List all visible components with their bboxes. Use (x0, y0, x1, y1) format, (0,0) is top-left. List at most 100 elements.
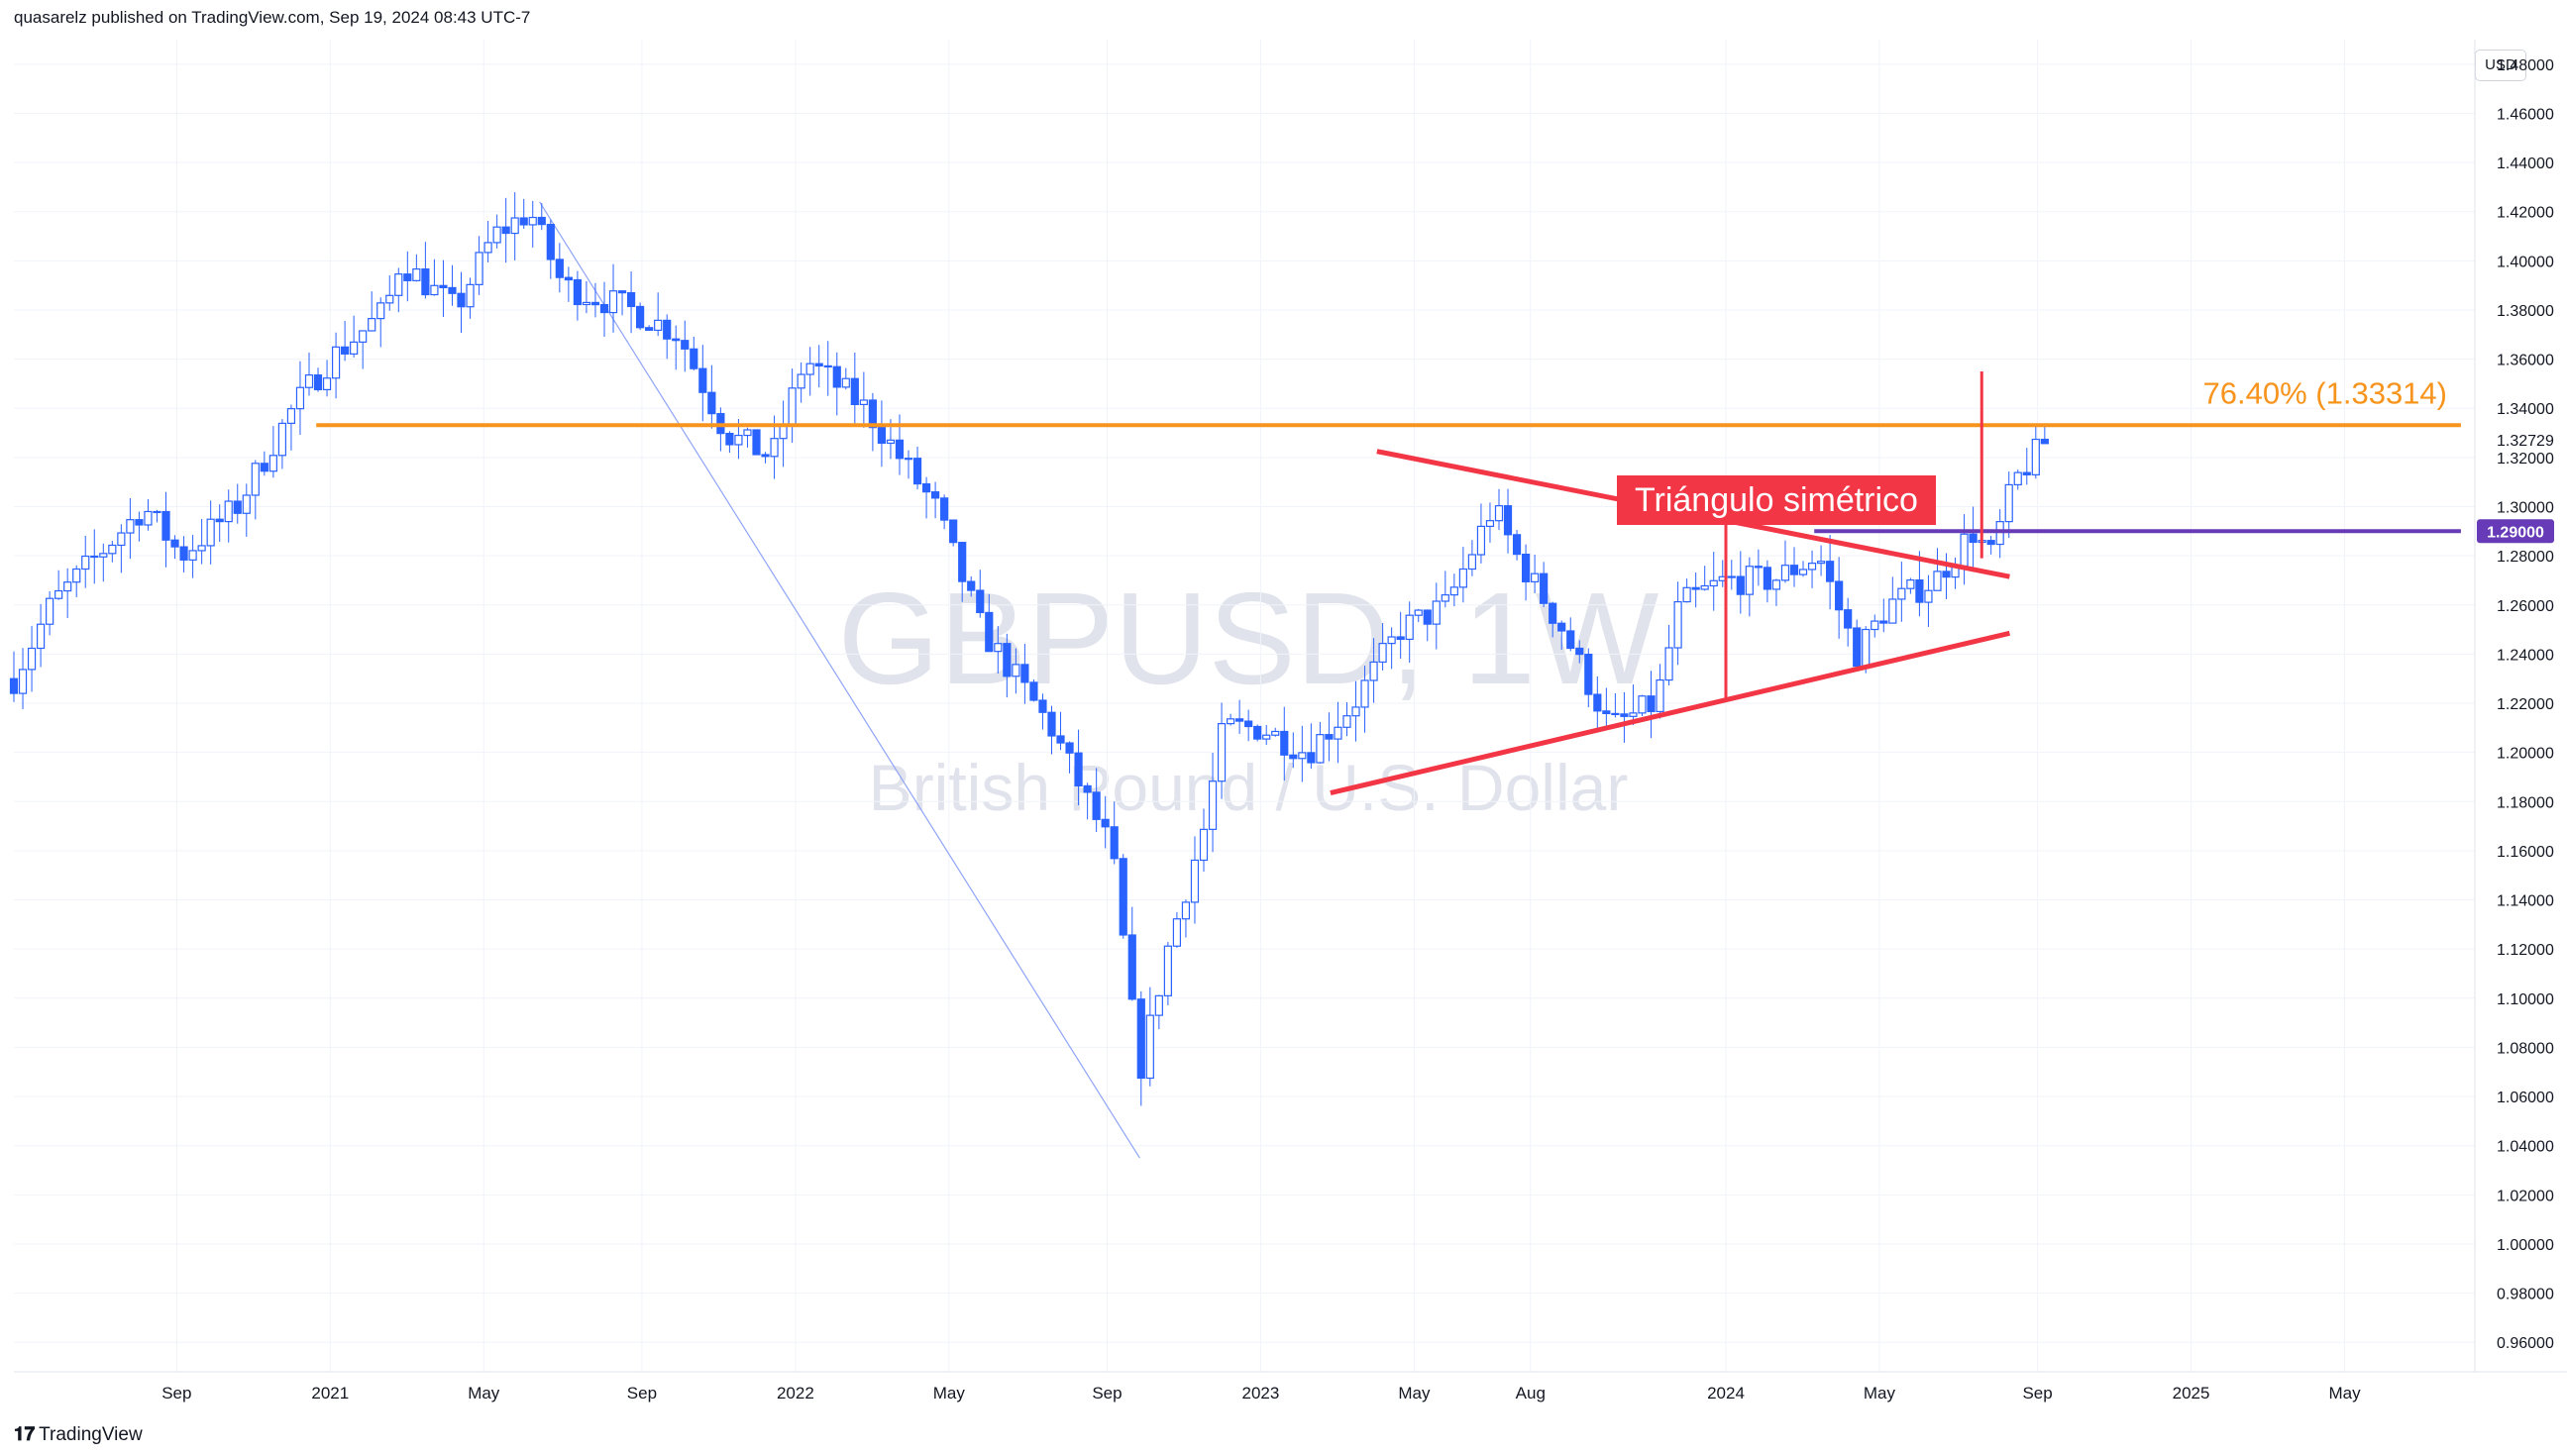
candle (412, 254, 421, 282)
candle-body-up (81, 555, 90, 571)
candle-body-down (573, 278, 582, 306)
candle (1307, 723, 1316, 770)
candle-body-down (1584, 653, 1593, 695)
y-tick-label: 1.16000 (2497, 844, 2554, 861)
candle (1119, 854, 1127, 939)
candle-body-down (1557, 622, 1566, 632)
candle (555, 243, 564, 293)
candle-body-up (779, 425, 788, 440)
candle (1924, 574, 1933, 627)
candle-body-down (1754, 566, 1763, 569)
candle (1780, 540, 1790, 583)
y-tick-label: 1.06000 (2497, 1090, 2554, 1106)
x-tick-label: May (468, 1384, 500, 1403)
candle-body-down (260, 463, 268, 472)
price-axis[interactable]: 1.48000 1.46000 1.44000 1.42000 1.40000 1.380… (2477, 57, 2554, 1352)
y-tick-label: 1.36000 (2497, 353, 2554, 369)
candle-body-up (1360, 679, 1369, 708)
candle (1110, 801, 1119, 865)
candle (1441, 571, 1449, 608)
candle (233, 483, 242, 524)
candle (1933, 548, 1942, 591)
candle-body-down (1736, 575, 1745, 595)
candle (1092, 768, 1101, 832)
candle-body-up (1664, 647, 1673, 681)
y-tick-label: 1.30000 (2497, 499, 2554, 516)
candle-body-down (1969, 533, 1978, 544)
candle (466, 277, 475, 319)
candle (117, 524, 126, 573)
candle (54, 570, 63, 600)
zigzag-line[interactable] (539, 201, 1140, 1159)
candle-body-up (1494, 505, 1504, 522)
candle (385, 275, 394, 311)
candle-body-up (376, 302, 385, 320)
candle-body-up (510, 217, 519, 235)
candle (1789, 547, 1799, 587)
grid (14, 40, 2475, 1372)
candle-body-down (1083, 784, 1092, 793)
tradingview-logo[interactable]: 𝟏𝟕 TradingView (14, 1424, 143, 1446)
time-axis[interactable]: Sep 2021 May Sep 2022 May Sep 2023 May Aug 2024 May… (161, 1384, 2361, 1403)
candle (2022, 448, 2031, 485)
candle (1047, 705, 1056, 755)
candle (1727, 560, 1736, 590)
candle (510, 192, 519, 260)
candle (1280, 706, 1289, 781)
candle (170, 535, 179, 560)
symbol-watermark: GBPUSD, 1W (838, 566, 1659, 711)
candle (9, 651, 19, 702)
candle (144, 498, 153, 531)
candle (940, 494, 949, 530)
candle-body-down (215, 518, 224, 523)
candle-body-down (931, 491, 940, 499)
candle (295, 361, 305, 436)
annotation-box (1617, 475, 1936, 525)
candle-body-up (1378, 643, 1387, 664)
candle-body-up (277, 422, 287, 457)
candle (1682, 578, 1691, 603)
candle-body-up (608, 290, 618, 314)
candle-body-down (617, 290, 627, 294)
candle (788, 368, 797, 443)
candles[interactable] (9, 192, 2049, 1106)
candle-body-down (958, 542, 967, 582)
candle-body-down (1549, 602, 1557, 624)
candle-body-down (663, 319, 672, 340)
candle-body-up (1405, 614, 1414, 641)
candle (1835, 557, 1844, 639)
candle (1566, 617, 1575, 652)
candle (841, 367, 850, 390)
candle-body-down (564, 276, 573, 281)
candle-body-up (1960, 533, 1969, 568)
currency-selector[interactable]: USD (2475, 50, 2526, 81)
drawings[interactable]: 76.40% (1.33314) Triángulo simétrico (316, 371, 2461, 796)
candle-body-down (1566, 630, 1575, 650)
candle-body-down (555, 259, 564, 278)
y-tick-label: 1.38000 (2497, 303, 2554, 320)
candle-body-up (46, 597, 54, 625)
y-tick-label: 1.44000 (2497, 156, 2554, 172)
y-tick-label: 1.02000 (2497, 1188, 2554, 1204)
candle (1512, 530, 1522, 561)
candle-body-up (126, 519, 135, 534)
candle-body-down (1540, 572, 1549, 604)
candle-body-up (1816, 561, 1826, 565)
candle (1771, 578, 1781, 606)
x-tick-label: 2023 (1242, 1384, 1280, 1403)
y-tick-label: 1.46000 (2497, 106, 2554, 123)
candle-body-up (1208, 780, 1218, 830)
candle (18, 648, 28, 709)
candle-body-up (242, 494, 251, 514)
candle-body-down (761, 454, 770, 458)
candle-body-up (1673, 600, 1682, 649)
candle-body-down (832, 365, 841, 388)
candle-body-up (385, 294, 394, 304)
candle (501, 197, 510, 263)
candle (1531, 554, 1540, 593)
candle-body-down (1244, 720, 1253, 728)
candle (439, 260, 448, 317)
candle-body-up (1316, 734, 1325, 764)
candle (1485, 502, 1495, 543)
